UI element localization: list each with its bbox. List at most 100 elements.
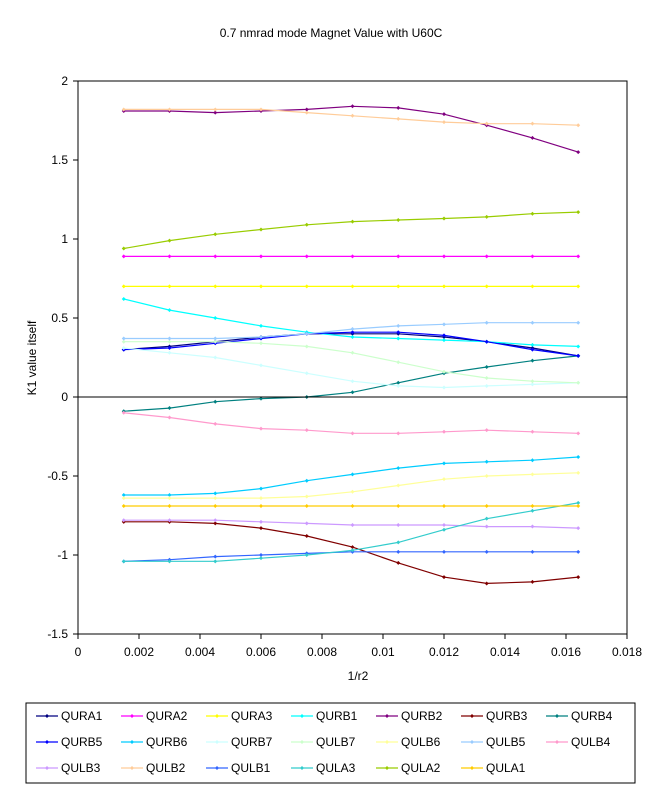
- data-point: [304, 428, 309, 433]
- data-point: [350, 489, 355, 494]
- y-tick-label: 1: [61, 232, 68, 246]
- series-layer: [121, 104, 581, 586]
- legend-marker: [215, 766, 219, 770]
- data-point: [350, 330, 355, 335]
- legend-item-qulb2: QULB2: [121, 761, 186, 775]
- data-point: [121, 504, 126, 509]
- legend-label: QURA2: [146, 709, 188, 723]
- data-point: [576, 575, 581, 580]
- data-point: [576, 500, 581, 505]
- data-point: [576, 470, 581, 475]
- data-point: [304, 254, 309, 259]
- legend-label: QURB6: [146, 735, 188, 749]
- data-point: [304, 284, 309, 289]
- data-point: [442, 216, 446, 221]
- data-point: [350, 334, 355, 339]
- data-point: [167, 346, 172, 351]
- data-point: [530, 358, 535, 363]
- data-point: [396, 254, 401, 259]
- data-point: [530, 121, 535, 126]
- legend-item-qulb6: QULB6: [376, 735, 441, 749]
- legend-marker: [555, 740, 559, 744]
- data-point: [259, 426, 263, 431]
- data-point: [576, 320, 581, 325]
- data-point: [213, 284, 218, 289]
- data-point: [576, 526, 581, 531]
- data-point: [167, 504, 172, 509]
- legend: QURA1 QURA2 QURA3 QURB1 QURB2 QURB3 QURB4 QURB5…: [36, 709, 613, 775]
- data-point: [396, 105, 401, 110]
- data-point: [396, 549, 401, 554]
- data-point: [259, 496, 263, 501]
- data-point: [350, 522, 355, 527]
- data-point: [121, 336, 126, 341]
- data-point: [442, 461, 446, 466]
- data-point: [442, 112, 446, 117]
- data-point: [396, 431, 401, 436]
- data-point: [576, 504, 581, 509]
- data-point: [213, 504, 218, 509]
- legend-item-qulb5: QULB5: [461, 735, 526, 749]
- data-point: [259, 556, 263, 561]
- legend-marker: [555, 714, 559, 718]
- data-point: [167, 339, 172, 344]
- data-point: [350, 545, 355, 550]
- legend-label: QULB4: [571, 735, 611, 749]
- data-point: [167, 284, 172, 289]
- y-tick-label: 1.5: [51, 153, 68, 167]
- data-point: [304, 494, 309, 499]
- data-point: [167, 254, 172, 259]
- legend-marker: [130, 766, 134, 770]
- legend-label: QURB1: [316, 709, 358, 723]
- data-point: [484, 549, 489, 554]
- data-point: [213, 399, 218, 404]
- legend-marker: [470, 766, 474, 770]
- data-point: [259, 284, 263, 289]
- data-point: [442, 549, 446, 554]
- legend-marker: [215, 740, 219, 744]
- data-point: [396, 522, 401, 527]
- data-point: [530, 472, 535, 477]
- data-point: [350, 390, 355, 395]
- legend-label: QURB5: [61, 735, 103, 749]
- series-qurb3: [121, 519, 581, 586]
- data-point: [484, 524, 489, 529]
- legend-marker: [45, 714, 49, 718]
- x-tick-label: 0.002: [124, 645, 154, 659]
- x-tick-label: 0.018: [612, 645, 642, 659]
- data-point: [484, 254, 489, 259]
- data-point: [213, 496, 218, 501]
- data-point: [167, 350, 172, 355]
- legend-item-qurb3: QURB3: [461, 709, 528, 723]
- data-point: [576, 431, 581, 436]
- data-point: [576, 380, 581, 385]
- legend-marker: [470, 740, 474, 744]
- series-qulb4: [121, 410, 581, 436]
- data-point: [259, 553, 263, 557]
- data-point: [213, 491, 218, 496]
- legend-marker: [215, 714, 219, 718]
- data-point: [484, 284, 489, 289]
- series-qura2: [121, 254, 581, 259]
- legend-item-qulb7: QULB7: [291, 735, 356, 749]
- data-point: [213, 339, 218, 344]
- data-point: [396, 116, 401, 121]
- data-point: [396, 336, 401, 341]
- data-point: [442, 477, 446, 482]
- data-point: [442, 254, 446, 259]
- data-point: [259, 323, 263, 328]
- data-point: [484, 320, 489, 325]
- legend-label: QURB2: [401, 709, 443, 723]
- data-point: [530, 579, 535, 584]
- data-point: [259, 519, 263, 524]
- data-point: [167, 336, 172, 341]
- legend-item-qulb1: QULB1: [206, 761, 271, 775]
- data-point: [576, 210, 581, 215]
- data-point: [167, 496, 172, 501]
- data-point: [396, 560, 401, 565]
- legend-item-qurb2: QURB2: [376, 709, 443, 723]
- x-axis: 0 0.002 0.004 0.006 0.008 0.01 0.012 0.014 0.016…: [75, 634, 642, 659]
- data-point: [213, 554, 218, 559]
- data-point: [350, 350, 355, 355]
- data-point: [530, 254, 535, 259]
